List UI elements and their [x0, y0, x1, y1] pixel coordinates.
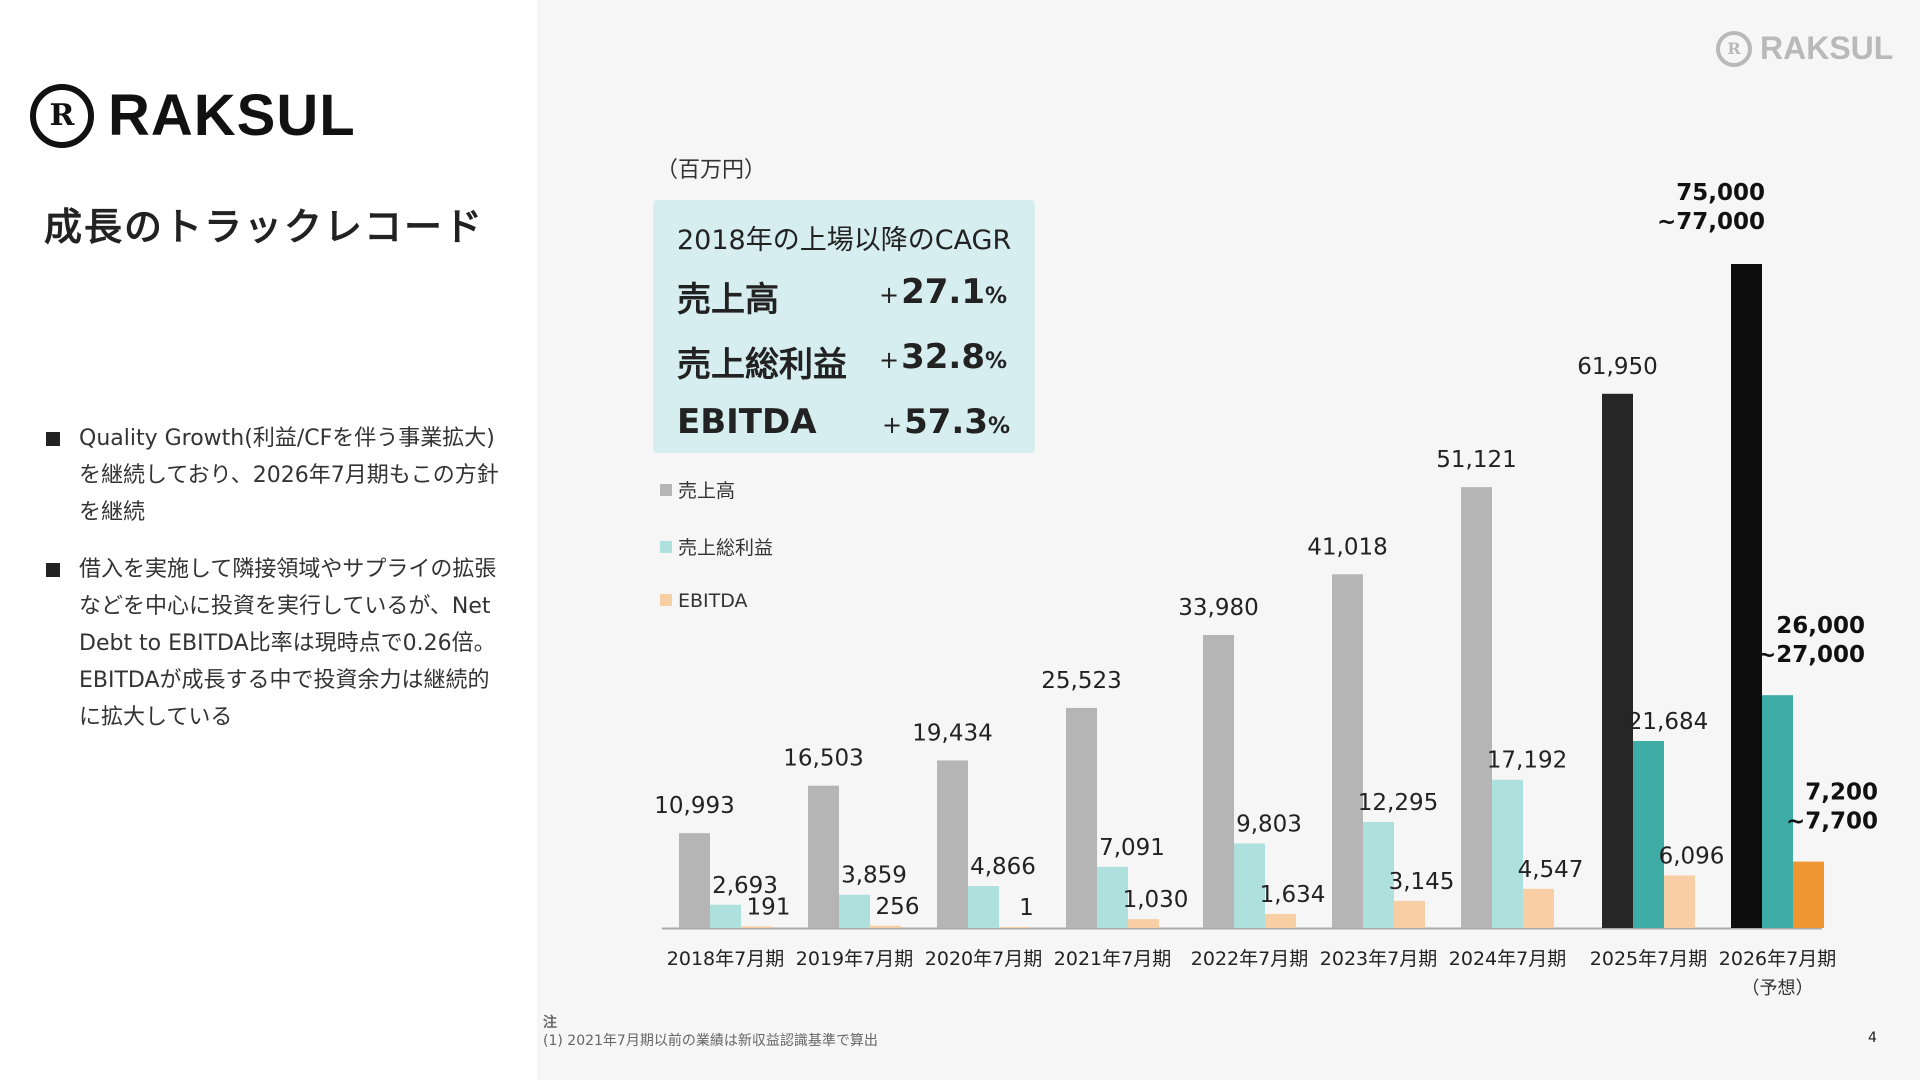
- percent-sign: %: [985, 349, 1008, 374]
- bullet-text: 借入を実施して隣接領域やサプライの拡張などを中心に投資を実行しているが、Net …: [79, 557, 497, 730]
- cagr-row-gross-profit: 売上総利益 +32.8%: [677, 337, 1017, 387]
- cagr-row-ebitda: EBITDA +57.3%: [677, 402, 1017, 452]
- legend-swatch: [660, 594, 672, 606]
- raksul-logo-small: R RAKSUL: [1716, 30, 1893, 67]
- footnote: 注 (1) 2021年7月期以前の業績は新収益認識基準で算出: [543, 1014, 878, 1050]
- percent-sign: %: [985, 284, 1008, 309]
- raksul-wordmark: RAKSUL: [108, 83, 356, 148]
- cagr-metric-name: 売上高: [677, 280, 779, 320]
- cagr-metric-value: +57.3%: [882, 402, 1010, 442]
- cagr-number: 57.3: [904, 402, 988, 442]
- legend-label: 売上高: [678, 480, 736, 502]
- cagr-number: 32.8: [901, 337, 985, 377]
- cagr-row-revenue: 売上高 +27.1%: [677, 272, 1017, 322]
- unit-label: （百万円）: [656, 158, 767, 183]
- footnote-text: (1) 2021年7月期以前の業績は新収益認識基準で算出: [543, 1033, 878, 1049]
- legend-item-ebitda: EBITDA: [660, 590, 748, 612]
- raksul-logo: R RAKSUL: [30, 82, 356, 149]
- plus-sign: +: [879, 346, 900, 374]
- bullet-item: 借入を実施して隣接領域やサプライの拡張などを中心に投資を実行しているが、Net …: [44, 551, 504, 736]
- plus-sign: +: [882, 411, 903, 439]
- percent-sign: %: [988, 414, 1011, 439]
- raksul-wordmark: RAKSUL: [1760, 30, 1894, 66]
- cagr-box: 2018年の上場以降のCAGR 売上高 +27.1% 売上総利益 +32.8% …: [653, 200, 1035, 453]
- left-panel: [0, 0, 537, 1080]
- legend-label: EBITDA: [678, 590, 748, 612]
- bullet-list: Quality Growth(利益/CFを伴う事業拡大)を継続しており、2026…: [44, 420, 504, 756]
- cagr-number: 27.1: [901, 272, 985, 312]
- cagr-metric-name: 売上総利益: [677, 345, 847, 385]
- bullet-square-icon: [46, 432, 60, 446]
- raksul-mark-icon: R: [30, 83, 94, 148]
- legend-item-revenue: 売上高: [660, 476, 735, 503]
- legend-item-gross-profit: 売上総利益: [660, 533, 773, 560]
- legend-swatch: [660, 484, 672, 496]
- page-number: 4: [1868, 1030, 1877, 1046]
- legend-label: 売上総利益: [678, 537, 774, 559]
- plus-sign: +: [879, 281, 900, 309]
- bullet-square-icon: [46, 563, 60, 577]
- page-title: 成長のトラックレコード: [44, 205, 485, 249]
- legend-swatch: [660, 541, 672, 553]
- cagr-title: 2018年の上場以降のCAGR: [677, 225, 1012, 256]
- footnote-heading: 注: [543, 1015, 557, 1031]
- cagr-metric-value: +27.1%: [879, 272, 1007, 312]
- raksul-mark-icon: R: [1716, 30, 1752, 67]
- bullet-item: Quality Growth(利益/CFを伴う事業拡大)を継続しており、2026…: [44, 420, 504, 531]
- cagr-metric-value: +32.8%: [879, 337, 1007, 377]
- bullet-text: Quality Growth(利益/CFを伴う事業拡大)を継続しており、2026…: [79, 426, 499, 525]
- cagr-metric-name: EBITDA: [677, 402, 817, 442]
